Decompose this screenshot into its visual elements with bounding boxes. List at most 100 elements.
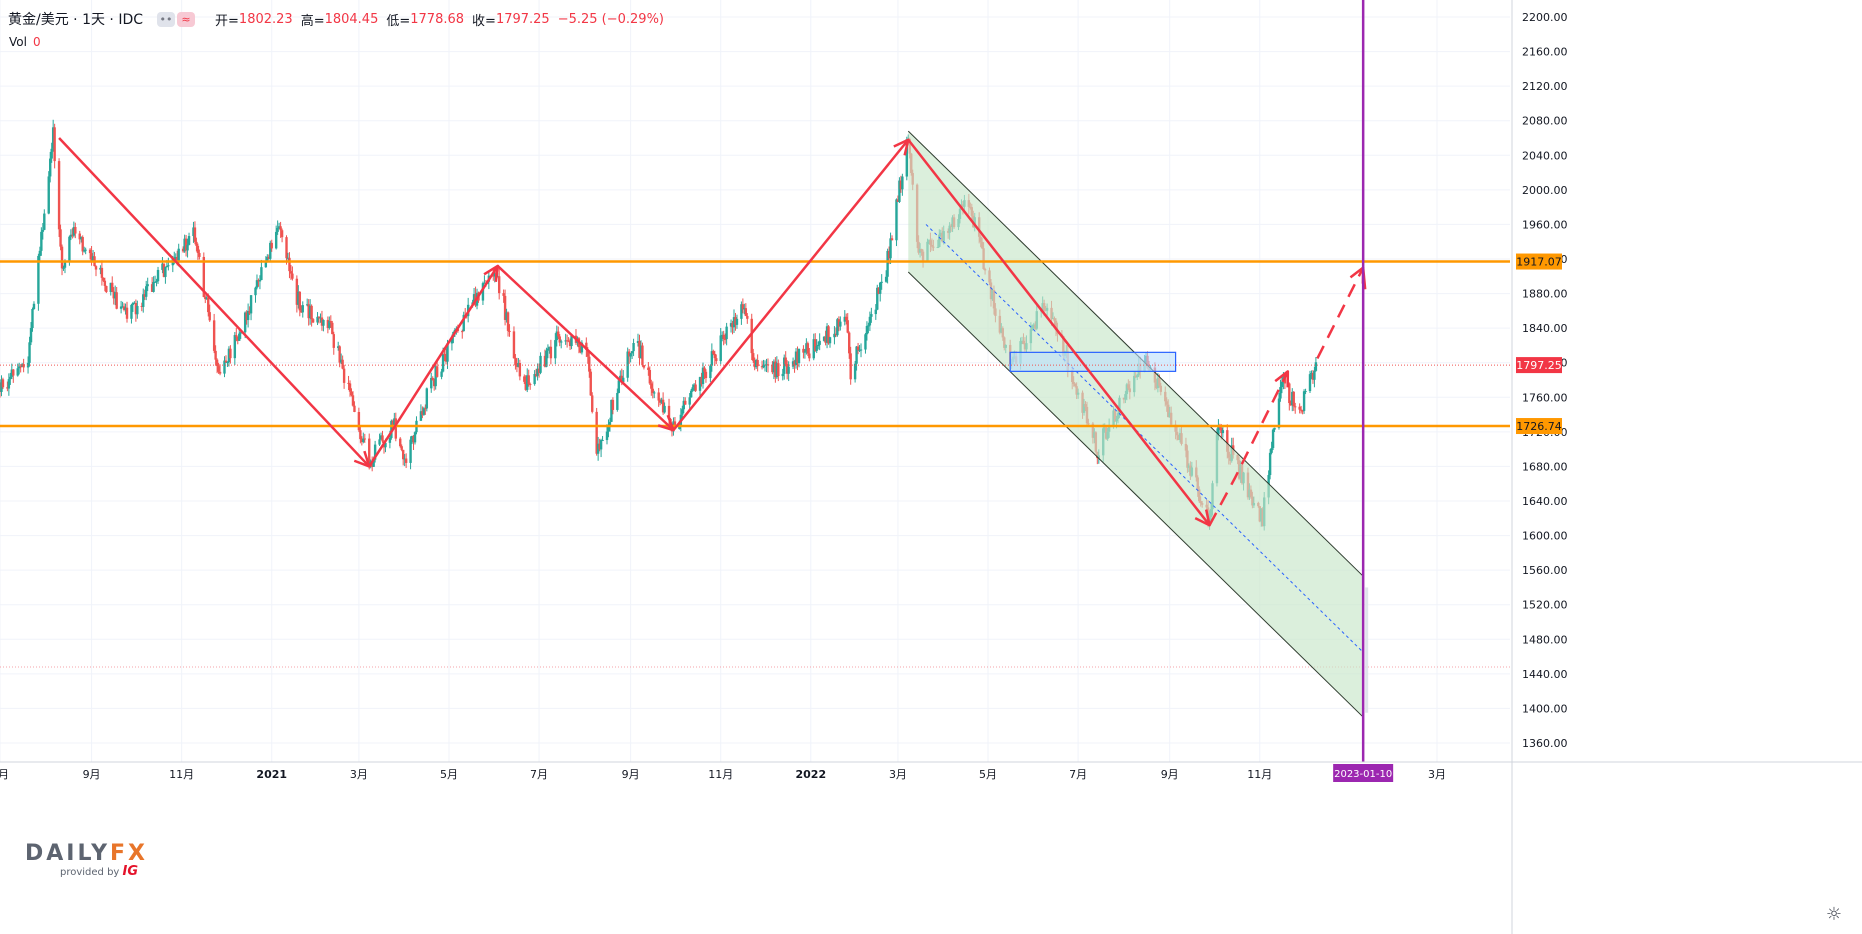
candle-body — [839, 321, 842, 327]
gear-icon[interactable]: ☼ — [1825, 904, 1842, 925]
candle-body — [246, 310, 250, 321]
volume-legend[interactable]: Vol 0 — [9, 35, 41, 49]
x-tick-label: 11月 — [708, 768, 733, 781]
candle-body — [19, 366, 22, 368]
candle-body — [142, 294, 145, 307]
candle-body — [627, 351, 631, 357]
candle-body — [505, 312, 508, 320]
candle-body — [548, 346, 551, 349]
low-value: 1778.68 — [410, 11, 465, 27]
current-price-label: 1797.25 — [1516, 359, 1562, 372]
candle-body — [1273, 427, 1276, 430]
candle-body — [12, 369, 15, 376]
candle-body — [115, 292, 118, 309]
candle-body — [286, 257, 290, 259]
candle-body — [217, 366, 220, 372]
candle-body — [9, 376, 12, 380]
candle-body — [174, 257, 177, 259]
dots-icon[interactable]: •• — [157, 11, 176, 27]
candle-body — [905, 139, 909, 177]
chart-drawings[interactable] — [0, 0, 1510, 762]
candle-body — [391, 420, 395, 428]
candle-body — [311, 319, 315, 323]
candle-body — [49, 158, 52, 177]
candle-body — [280, 230, 284, 238]
candle-body — [186, 244, 189, 251]
candle-body — [300, 310, 303, 313]
candle-body — [694, 384, 697, 391]
candle-body — [617, 380, 621, 393]
candle-body — [26, 362, 30, 368]
candle-body — [1292, 391, 1295, 407]
candle-body — [884, 276, 888, 282]
candle-body — [777, 363, 780, 377]
candle-body — [781, 373, 784, 377]
candle-body — [235, 335, 238, 337]
candle-body — [212, 320, 216, 351]
candle-body — [589, 371, 592, 396]
candle-body — [319, 317, 322, 319]
candle-body — [94, 266, 98, 270]
candle-body — [274, 231, 278, 249]
candle-body — [409, 439, 412, 463]
candle-body — [722, 334, 725, 340]
candle-body — [6, 387, 9, 389]
y-tick-label: 1560.00 — [1522, 564, 1568, 577]
candle-body — [243, 312, 247, 333]
candle-body — [316, 316, 319, 323]
x-tick-label: 9月 — [1161, 768, 1179, 781]
candle-body — [848, 332, 851, 354]
candle-body — [435, 366, 439, 377]
candle-body — [734, 317, 737, 325]
candle-body — [870, 314, 873, 317]
candle-body — [50, 148, 53, 159]
candle-body — [152, 282, 155, 292]
y-tick-label: 2160.00 — [1522, 46, 1568, 59]
candle-body — [218, 371, 222, 374]
candle-body — [57, 161, 61, 230]
symbol-title[interactable]: 黄金/美元 · 1天 · IDC — [8, 12, 144, 28]
candle-body — [38, 250, 42, 256]
trend-arrow — [672, 138, 910, 431]
candle-body — [102, 277, 105, 281]
candle-body — [536, 368, 539, 376]
candle-body — [32, 303, 36, 310]
candle-body — [528, 384, 532, 386]
candle-body — [565, 340, 569, 342]
candle-body — [864, 334, 867, 350]
symbol-legend[interactable]: 黄金/美元 · 1天 · IDC •• ≈ 开= 1802.23 高= 1804.4… — [8, 9, 664, 29]
compare-toggle[interactable]: •• ≈ — [157, 11, 196, 27]
candle-body — [90, 253, 93, 263]
x-tick-label: 2022 — [795, 768, 826, 781]
candle-body — [229, 348, 232, 359]
candle-body — [651, 388, 654, 393]
candle-body — [895, 199, 898, 241]
candle-body — [41, 229, 45, 232]
candle-body — [890, 238, 894, 241]
candle-body — [868, 316, 872, 326]
wave-icon[interactable]: ≈ — [177, 11, 196, 27]
candle-body — [133, 303, 136, 305]
candle-body — [153, 281, 157, 283]
candle-body — [425, 388, 429, 409]
candle-body — [853, 363, 857, 380]
candle-body — [384, 442, 387, 448]
x-tick-label: 7月 — [530, 768, 548, 781]
candle-body — [1271, 429, 1275, 449]
y-tick-label: 2200.00 — [1522, 11, 1568, 24]
candle-body — [239, 332, 242, 334]
candle-body — [1280, 381, 1284, 388]
candle-body — [1226, 430, 1229, 452]
candle-body — [193, 227, 197, 242]
candle-body — [876, 287, 879, 310]
close-label: 收= — [472, 13, 496, 29]
candle-body — [342, 368, 346, 383]
candle-body — [214, 350, 217, 360]
candle-body — [378, 439, 381, 445]
candle-body — [1, 379, 5, 388]
candle-body — [837, 319, 841, 327]
candle-body — [754, 360, 758, 368]
close-value: 1797.25 — [495, 11, 550, 27]
